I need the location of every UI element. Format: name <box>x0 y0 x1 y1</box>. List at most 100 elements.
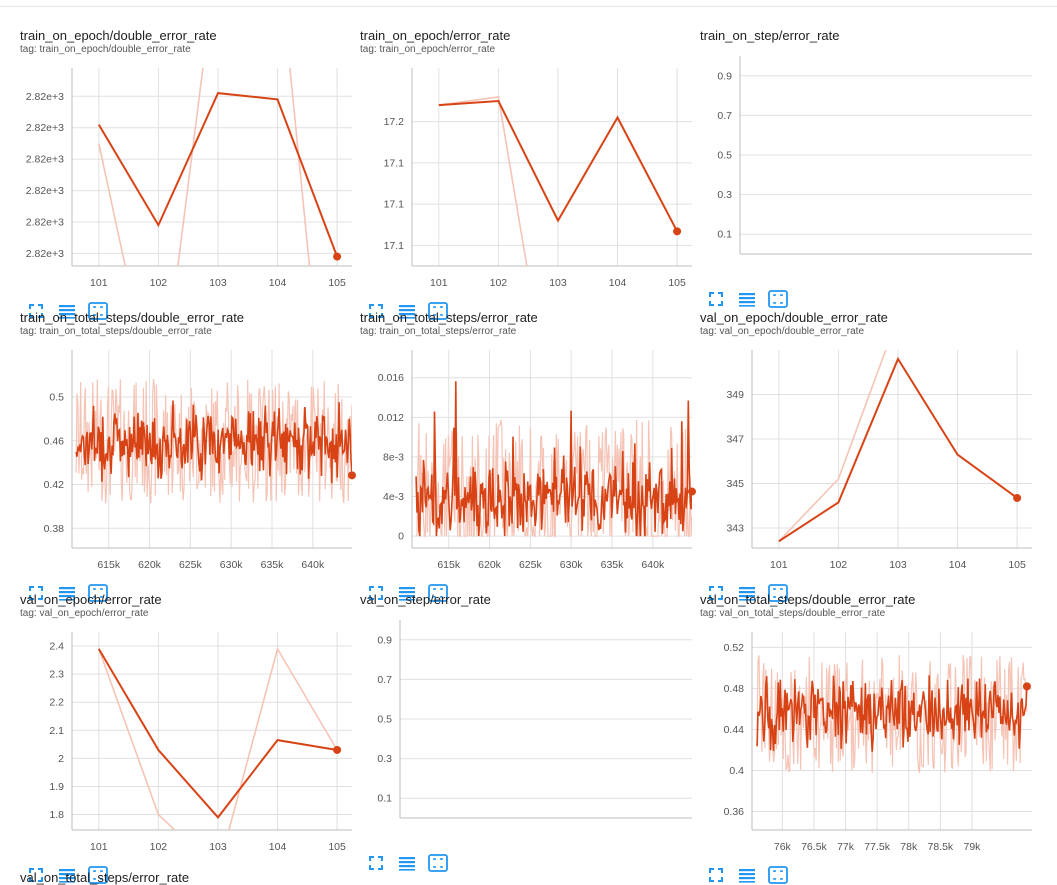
x-tick-label: 625k <box>519 559 543 571</box>
fit-domain-icon[interactable] <box>428 302 448 320</box>
last-point-marker <box>1022 682 1031 691</box>
chart-tag: tag: val_on_epoch/error_rate <box>20 608 149 619</box>
chart-title: val_on_step/error_rate <box>360 592 491 607</box>
data-table-icon[interactable] <box>737 584 757 602</box>
data-table-icon[interactable] <box>57 584 77 602</box>
y-tick-label: 0.7 <box>377 674 392 686</box>
fit-domain-icon[interactable] <box>428 584 448 602</box>
chart-card-8: val_on_step/error_rate 0.1 0.3 0.5 0.7 0.9 <box>360 592 700 872</box>
smoothed-series-line <box>75 400 352 484</box>
fullscreen-icon[interactable] <box>706 866 726 884</box>
last-point-marker <box>673 227 682 236</box>
chart-toolbar <box>366 854 448 872</box>
x-tick-label: 77.5k <box>864 841 890 853</box>
x-tick-label: 104 <box>609 277 627 289</box>
y-tick-label: 0.012 <box>378 412 404 424</box>
x-tick-label: 615k <box>437 559 461 571</box>
chart-plot: 0.1 0.3 0.5 0.7 0.9 <box>717 56 1032 255</box>
y-tick-label: 0.48 <box>724 683 745 695</box>
series-group <box>97 68 339 266</box>
y-tick-label: 345 <box>726 478 744 490</box>
last-point-marker <box>688 487 696 496</box>
x-tick-label: 101 <box>90 841 108 853</box>
y-tick-label: 2.82e+3 <box>26 154 64 166</box>
x-tick-label: 102 <box>150 841 168 853</box>
y-tick-label: 349 <box>726 389 744 401</box>
x-tick-label: 101 <box>430 277 448 289</box>
raw-series-line <box>756 655 1028 773</box>
y-tick-label: 0.9 <box>717 70 732 82</box>
truncated-card-title: val_on_total_steps/error_rate <box>20 870 190 885</box>
y-tick-label: 0.7 <box>717 110 732 122</box>
y-tick-label: 0.5 <box>377 714 392 726</box>
chart-title: train_on_epoch/double_error_rate <box>20 28 217 43</box>
last-point-marker <box>348 471 356 480</box>
y-tick-label: 0.44 <box>724 724 745 736</box>
fullscreen-icon[interactable] <box>26 302 46 320</box>
chart-tag: tag: train_on_epoch/error_rate <box>360 44 496 55</box>
x-tick-label: 620k <box>478 559 502 571</box>
fit-domain-icon[interactable] <box>768 290 788 308</box>
x-tick-label: 635k <box>261 559 285 571</box>
y-tick-label: 0.016 <box>378 372 404 384</box>
data-table-icon[interactable] <box>397 302 417 320</box>
x-tick-label: 103 <box>209 277 227 289</box>
x-tick-label: 635k <box>601 559 625 571</box>
x-tick-label: 104 <box>269 841 287 853</box>
x-tick-label: 79k <box>963 841 981 853</box>
fit-domain-icon[interactable] <box>768 584 788 602</box>
x-tick-label: 101 <box>770 559 788 571</box>
y-tick-label: 2.1 <box>49 725 64 737</box>
y-tick-label: 0.38 <box>44 523 65 535</box>
x-tick-label: 615k <box>97 559 121 571</box>
x-tick-label: 76.5k <box>801 841 827 853</box>
x-tick-label: 102 <box>150 277 168 289</box>
y-tick-label: 2.2 <box>49 697 64 709</box>
x-tick-label: 78k <box>900 841 918 853</box>
y-tick-label: 0.9 <box>377 634 392 646</box>
chart-toolbar <box>706 584 788 602</box>
y-tick-label: 0.36 <box>724 806 745 818</box>
last-point-marker <box>1013 493 1022 502</box>
fit-domain-icon[interactable] <box>428 854 448 872</box>
y-tick-label: 17.1 <box>384 157 405 169</box>
raw-series-line <box>98 646 338 830</box>
raw-series-line <box>778 350 887 542</box>
y-tick-label: 2.82e+3 <box>26 91 64 103</box>
fullscreen-icon[interactable] <box>706 584 726 602</box>
y-tick-label: 0.5 <box>49 392 64 404</box>
x-tick-label: 103 <box>549 277 567 289</box>
chart-title: train_on_total_steps/error_rate <box>360 310 538 325</box>
fit-domain-icon[interactable] <box>768 866 788 884</box>
chart-toolbar <box>26 302 108 320</box>
chart-toolbar <box>26 584 108 602</box>
fullscreen-icon[interactable] <box>366 854 386 872</box>
x-tick-label: 105 <box>668 277 686 289</box>
data-table-icon[interactable] <box>737 866 757 884</box>
series-group <box>97 646 338 830</box>
chart-toolbar <box>706 866 788 884</box>
data-table-icon[interactable] <box>57 302 77 320</box>
y-tick-label: 2.82e+3 <box>26 185 64 197</box>
data-table-icon[interactable] <box>737 290 757 308</box>
chart-toolbar <box>366 302 448 320</box>
y-tick-label: 343 <box>726 522 744 534</box>
data-table-icon[interactable] <box>397 854 417 872</box>
chart-card-3: train_on_step/error_rate 0.1 0.3 0.5 0.7 0.9 <box>700 28 1040 308</box>
smoothed-series-line <box>415 381 692 537</box>
fit-domain-icon[interactable] <box>88 302 108 320</box>
data-table-icon[interactable] <box>397 584 417 602</box>
chart-plot: 0 4e-3 8e-3 0.012 0.016 615k 620k 625k 630k 635k 6… <box>378 350 696 571</box>
fullscreen-icon[interactable] <box>26 866 46 884</box>
fullscreen-icon[interactable] <box>366 584 386 602</box>
fullscreen-icon[interactable] <box>706 290 726 308</box>
chart-card-9: val_on_total_steps/double_error_rate tag:… <box>700 592 1040 884</box>
y-tick-label: 0.52 <box>724 642 745 654</box>
x-tick-label: 620k <box>138 559 162 571</box>
smoothed-series-line <box>438 99 678 232</box>
fit-domain-icon[interactable] <box>88 584 108 602</box>
y-tick-label: 2 <box>58 753 64 765</box>
series-group <box>756 655 1028 773</box>
fullscreen-icon[interactable] <box>26 584 46 602</box>
fullscreen-icon[interactable] <box>366 302 386 320</box>
